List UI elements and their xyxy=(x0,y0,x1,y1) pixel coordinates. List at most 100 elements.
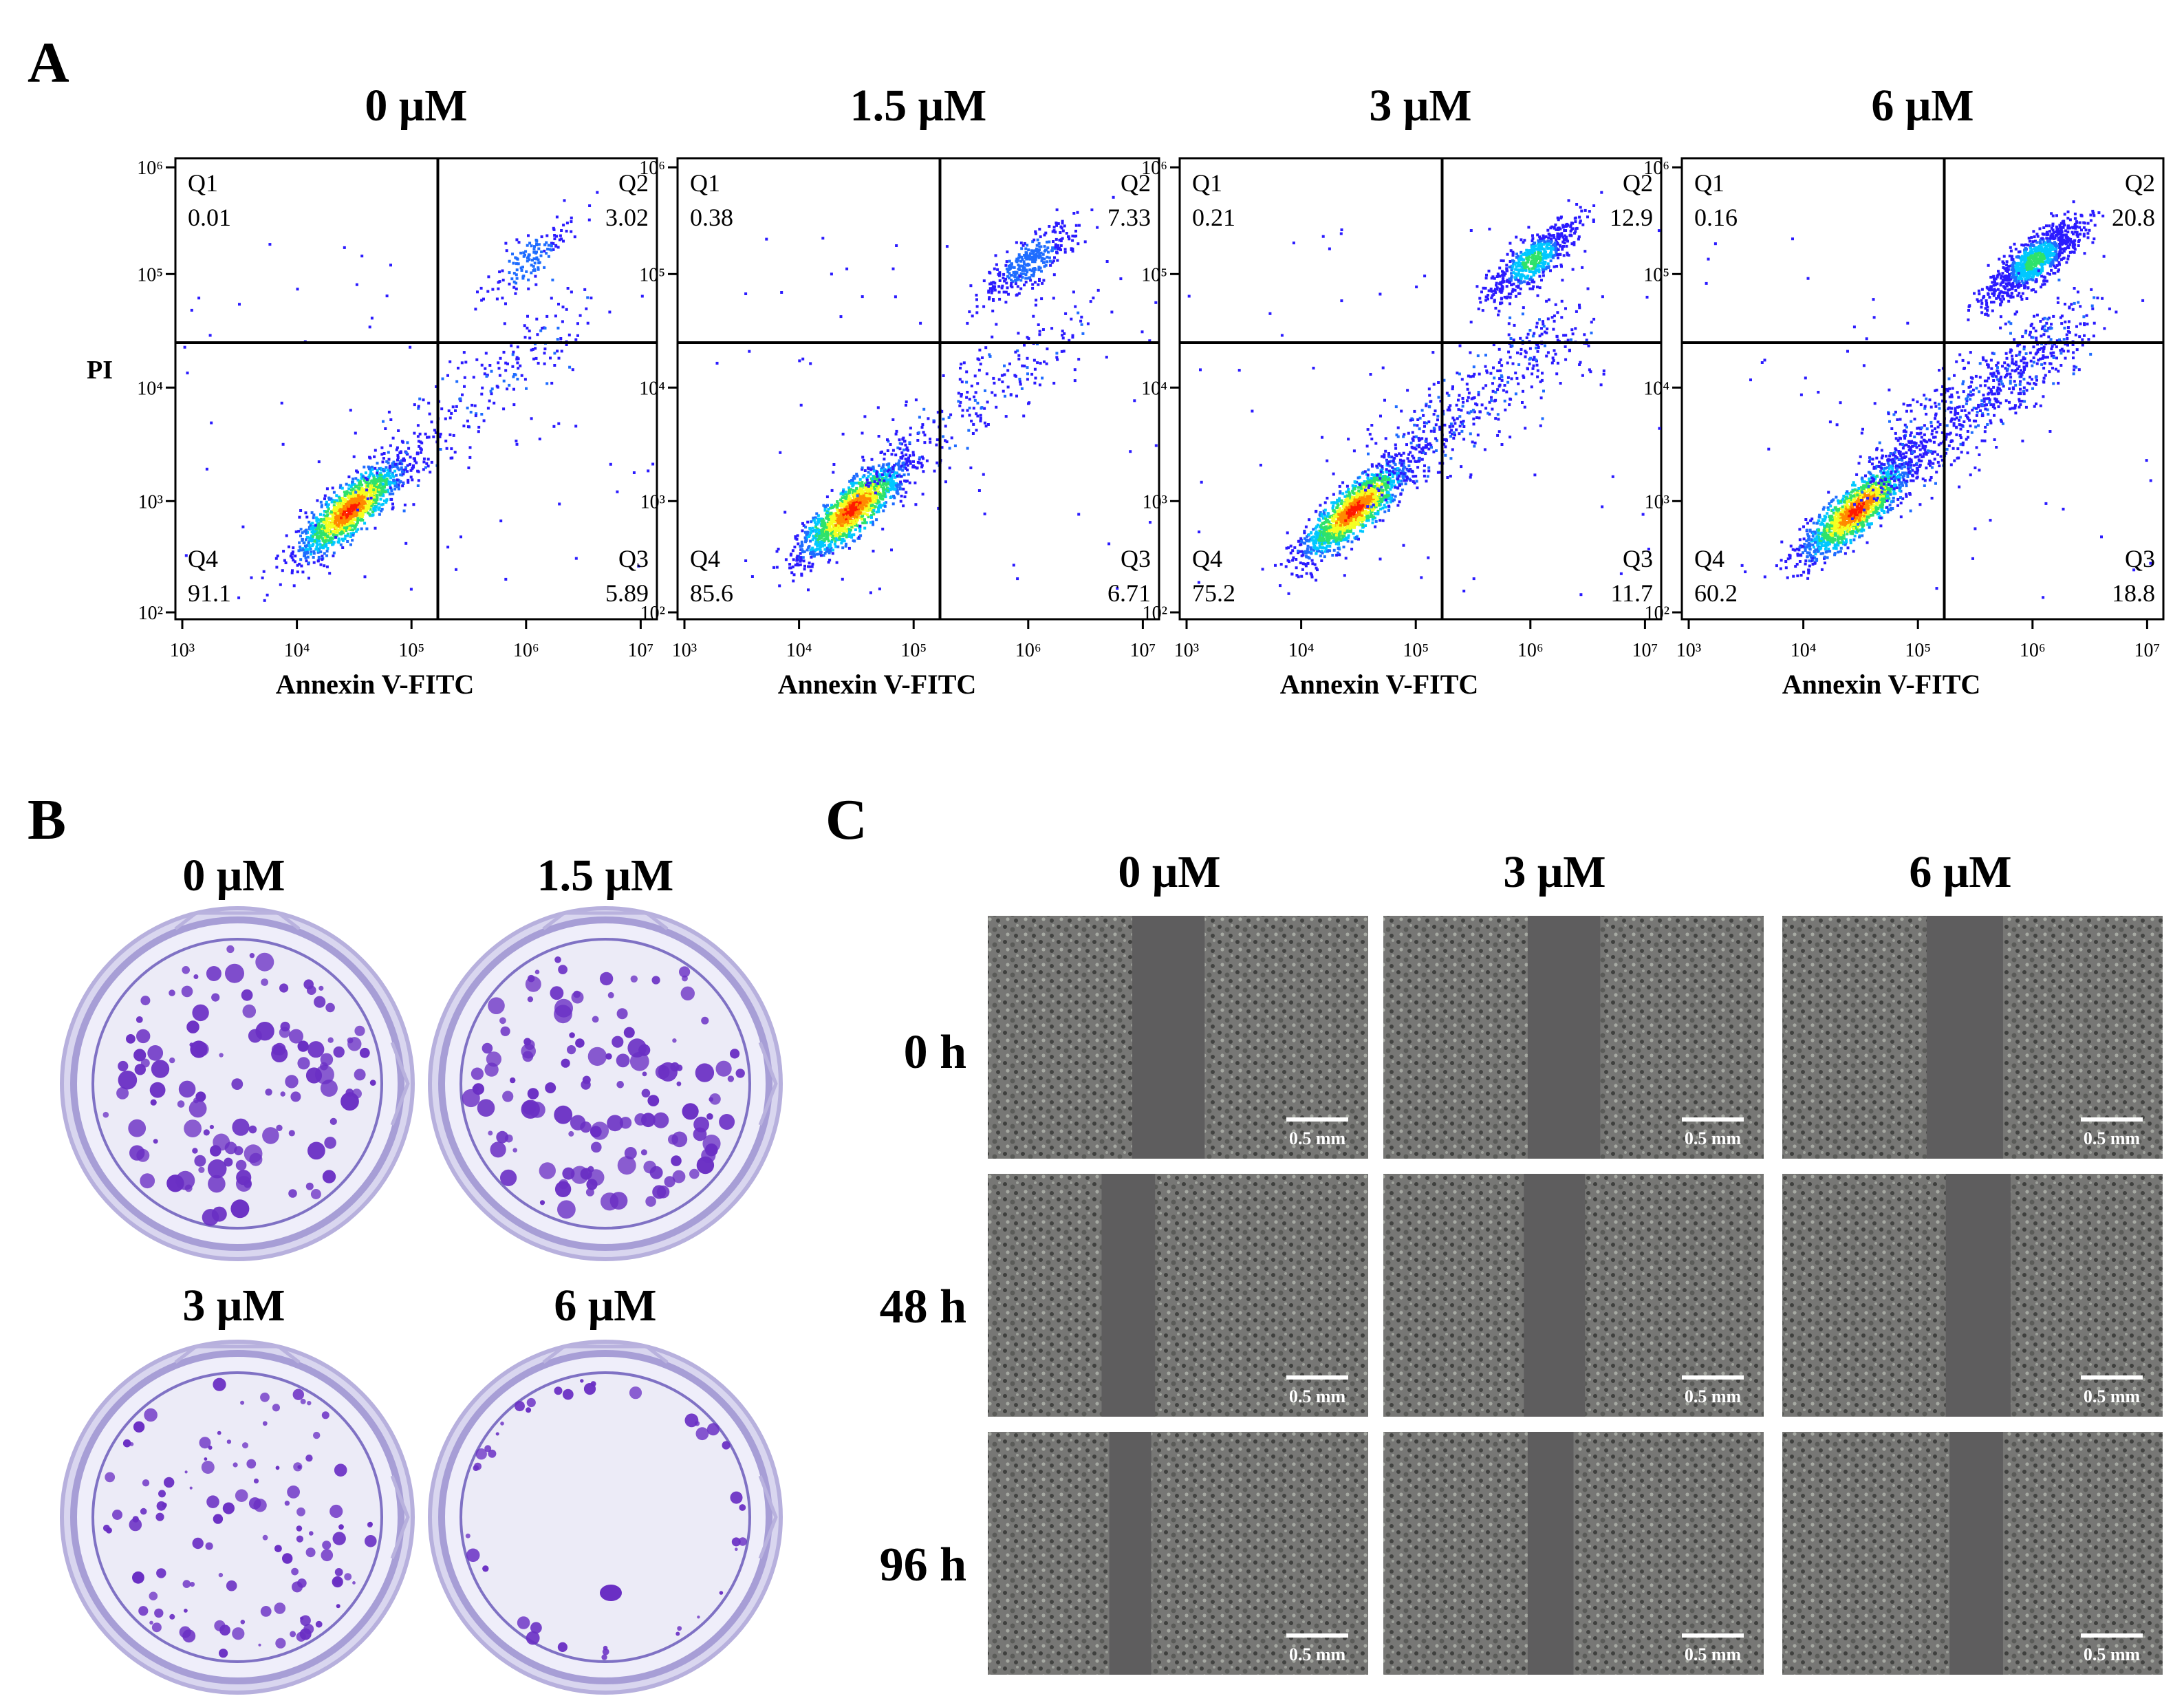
well-3 xyxy=(428,1340,783,1695)
micrograph-r0-c0: 0.5 mm xyxy=(986,914,1370,1160)
x-tick-label: 10³ xyxy=(170,640,195,661)
y-tick-label: 10⁵ xyxy=(1141,264,1167,286)
colonies xyxy=(102,945,376,1226)
flow-plots-svg: 0 μM Q1 0.01 Q2 3.02 Q4 91.1 Q3 5.89 10³ 10⁴ 10⁵ 10⁶… xyxy=(87,81,2165,700)
q3-name: Q3 xyxy=(1121,545,1151,572)
y-tick-label: 10⁴ xyxy=(1643,378,1669,399)
micrograph-r0-c1: 0.5 mm xyxy=(1382,914,1765,1160)
x-tick-label: 10³ xyxy=(1676,640,1701,661)
flow-plot-title: 0 μM xyxy=(365,81,467,131)
q3-name: Q3 xyxy=(1623,545,1653,572)
y-tick-label: 10⁵ xyxy=(1643,264,1669,286)
scratch-col-label-2: 6 μM xyxy=(1909,847,2012,897)
x-tick-label: 10⁴ xyxy=(1791,640,1817,661)
x-tick-label: 10³ xyxy=(672,640,697,661)
q1-name: Q1 xyxy=(188,169,218,197)
micrograph-r1-c0: 0.5 mm xyxy=(986,1172,1370,1418)
event-dots xyxy=(1705,200,2152,599)
micrograph-r1-c1: 0.5 mm xyxy=(1382,1172,1765,1418)
plot-frame xyxy=(1178,157,1663,621)
micrograph-r1-c2: 0.5 mm xyxy=(1781,1172,2164,1418)
q4-name: Q4 xyxy=(1192,545,1222,572)
well-label-2: 3 μM xyxy=(182,1280,285,1331)
x-tick-label: 10⁵ xyxy=(1403,640,1429,661)
q4-value: 60.2 xyxy=(1694,579,1738,607)
x-tick-label: 10⁵ xyxy=(398,640,424,661)
flow-plot-2: 3 μM Q1 0.21 Q2 12.9 Q4 75.2 Q3 11.7 10³ 10⁴ 10⁵ 10⁶… xyxy=(1141,81,1663,700)
y-tick-label: 10⁴ xyxy=(1141,378,1167,399)
flow-plot-0: 0 μM Q1 0.01 Q2 3.02 Q4 91.1 Q3 5.89 10³ 10⁴ 10⁵ 10⁶… xyxy=(87,81,658,700)
q2-name: Q2 xyxy=(1121,169,1151,197)
q4-name: Q4 xyxy=(690,545,720,572)
scratch-col-label-0: 0 μM xyxy=(1118,847,1221,897)
x-tick-label: 10⁵ xyxy=(900,640,927,661)
x-axis-label: Annexin V-FITC xyxy=(276,669,475,700)
scratch-gap xyxy=(1949,1431,2003,1675)
x-tick-label: 10⁷ xyxy=(2134,640,2161,661)
q3-name: Q3 xyxy=(618,545,649,572)
event-dots xyxy=(1187,191,1661,597)
y-axis-label: PI xyxy=(87,356,113,385)
q4-name: Q4 xyxy=(188,545,218,572)
x-tick-label: 10⁷ xyxy=(1130,640,1156,661)
flow-plot-title: 3 μM xyxy=(1369,81,1471,131)
scale-bar-label: 0.5 mm xyxy=(2084,1644,2141,1664)
panel-a-letter: A xyxy=(28,31,69,95)
q1-value: 0.01 xyxy=(188,204,231,231)
scratch-row-label-2: 96 h xyxy=(879,1538,966,1591)
panel-b-letter: B xyxy=(28,788,67,852)
x-tick-label: 10⁶ xyxy=(1517,640,1544,661)
event-dots xyxy=(715,195,1158,594)
plot-frame xyxy=(676,157,1160,621)
scratch-gap xyxy=(1132,915,1205,1159)
well-label-3: 6 μM xyxy=(554,1280,657,1331)
y-tick-label: 10³ xyxy=(640,491,665,513)
scratch-gap xyxy=(1945,1173,2011,1417)
scratch-gap xyxy=(1109,1431,1152,1675)
q2-name: Q2 xyxy=(1623,169,1653,197)
y-tick-label: 10³ xyxy=(138,491,163,513)
q3-value: 5.89 xyxy=(605,579,649,607)
y-tick-label: 10² xyxy=(640,603,665,624)
scale-bar-label: 0.5 mm xyxy=(1289,1644,1346,1664)
scratch-gap xyxy=(1101,1173,1156,1417)
y-tick-label: 10³ xyxy=(1143,491,1167,513)
y-tick-label: 10⁶ xyxy=(137,158,163,179)
micrograph-r2-c0: 0.5 mm xyxy=(986,1430,1370,1676)
well-label-0: 0 μM xyxy=(182,850,285,901)
panel-c-letter: C xyxy=(825,788,867,852)
x-tick-label: 10⁴ xyxy=(786,640,812,661)
scale-bar-label: 0.5 mm xyxy=(1685,1644,1742,1664)
y-tick-label: 10⁵ xyxy=(137,264,163,286)
q4-value: 91.1 xyxy=(188,579,231,607)
flow-plot-title: 6 μM xyxy=(1871,81,1974,131)
well-1 xyxy=(428,906,783,1261)
y-tick-label: 10² xyxy=(1645,603,1669,624)
micrograph-r0-c2: 0.5 mm xyxy=(1781,914,2164,1160)
q2-value: 7.33 xyxy=(1107,204,1151,231)
x-tick-label: 10³ xyxy=(1174,640,1199,661)
q2-value: 12.9 xyxy=(1610,204,1653,231)
y-tick-label: 10⁶ xyxy=(1643,158,1669,179)
x-tick-label: 10⁶ xyxy=(2020,640,2046,661)
y-tick-label: 10⁴ xyxy=(639,378,665,399)
q2-name: Q2 xyxy=(618,169,649,197)
scratch-row-label-1: 48 h xyxy=(879,1280,966,1333)
well-0 xyxy=(60,906,415,1261)
q1-name: Q1 xyxy=(1192,169,1222,197)
q1-value: 0.38 xyxy=(690,204,733,231)
x-tick-label: 10⁴ xyxy=(284,640,310,661)
scratch-gap xyxy=(1926,915,2003,1159)
q4-value: 85.6 xyxy=(690,579,733,607)
x-tick-label: 10⁷ xyxy=(1632,640,1658,661)
y-tick-label: 10³ xyxy=(1645,491,1669,513)
scale-bar-label: 0.5 mm xyxy=(1289,1128,1346,1148)
scratch-gap xyxy=(1524,1173,1586,1417)
q4-value: 75.2 xyxy=(1192,579,1235,607)
x-axis-label: Annexin V-FITC xyxy=(778,669,977,700)
q3-value: 11.7 xyxy=(1610,579,1653,607)
x-tick-label: 10⁶ xyxy=(513,640,539,661)
q2-value: 3.02 xyxy=(605,204,649,231)
